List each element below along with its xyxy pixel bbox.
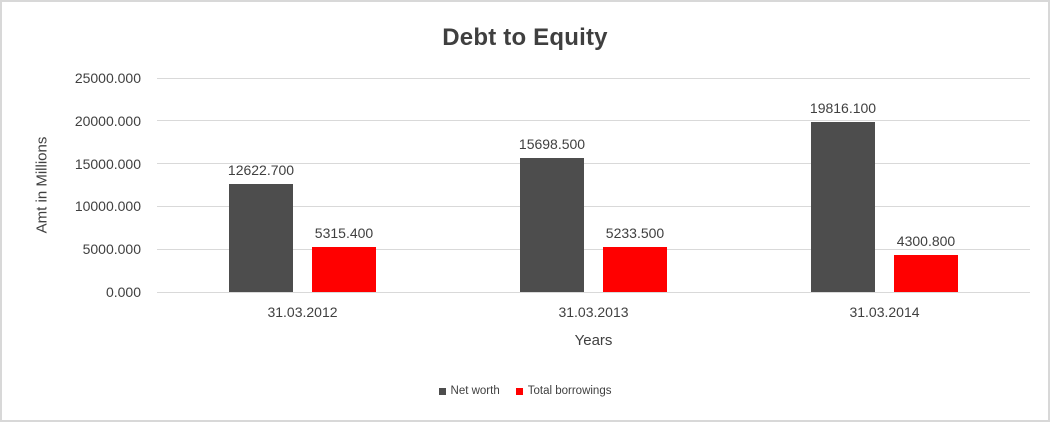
legend-label: Net worth xyxy=(450,385,500,397)
bar-total-borrowings-31.03.2014 xyxy=(894,255,958,292)
data-label-net-worth-31.03.2012: 12622.700 xyxy=(227,161,295,178)
legend-item-total-borrowings: Total borrowings xyxy=(515,385,612,397)
y-axis-title: Amt in Millions xyxy=(33,136,51,234)
gridline-20000 xyxy=(157,120,1030,122)
gridline-5000 xyxy=(157,248,1030,250)
plot-area: 12622.700 5315.400 31.03.2012 15698.500 5233… xyxy=(157,77,1030,320)
x-axis-title: Years xyxy=(574,332,613,349)
bar-total-borrowings-31.03.2013 xyxy=(603,247,667,292)
legend-swatch-icon xyxy=(438,387,446,395)
gridline-15000 xyxy=(157,163,1030,165)
legend-label: Total borrowings xyxy=(527,385,612,397)
bar-net-worth-31.03.2014 xyxy=(811,122,875,292)
data-label-total-borrowings-31.03.2012: 5315.400 xyxy=(314,224,374,241)
y-tick-label: 15000.000 xyxy=(74,155,141,172)
chart-legend: Net worth Total borrowings xyxy=(2,385,1048,397)
x-category-label-31.03.2013: 31.03.2013 xyxy=(558,304,629,320)
chart-title: Debt to Equity xyxy=(442,24,608,51)
y-tick-label: 20000.000 xyxy=(74,112,141,129)
y-tick-label: 5000.000 xyxy=(82,241,141,258)
bar-total-borrowings-31.03.2012 xyxy=(312,246,376,292)
bar-net-worth-31.03.2013 xyxy=(520,157,584,292)
gridline-0 xyxy=(157,291,1030,293)
data-label-net-worth-31.03.2013: 15698.500 xyxy=(518,135,586,152)
gridline-10000 xyxy=(157,205,1030,207)
data-label-net-worth-31.03.2014: 19816.100 xyxy=(809,100,877,117)
y-tick-label: 0.000 xyxy=(105,284,141,300)
x-category-label-31.03.2012: 31.03.2012 xyxy=(267,304,338,320)
gridline-25000 xyxy=(157,77,1030,79)
y-tick-label: 25000.000 xyxy=(74,70,141,86)
legend-item-net-worth: Net worth xyxy=(438,385,500,397)
legend-swatch-icon xyxy=(515,387,523,395)
bar-net-worth-31.03.2012 xyxy=(229,183,293,292)
data-label-total-borrowings-31.03.2013: 5233.500 xyxy=(605,225,665,242)
y-tick-label: 10000.000 xyxy=(74,198,141,215)
data-label-total-borrowings-31.03.2014: 4300.800 xyxy=(896,233,956,250)
x-category-label-31.03.2014: 31.03.2014 xyxy=(849,304,920,320)
